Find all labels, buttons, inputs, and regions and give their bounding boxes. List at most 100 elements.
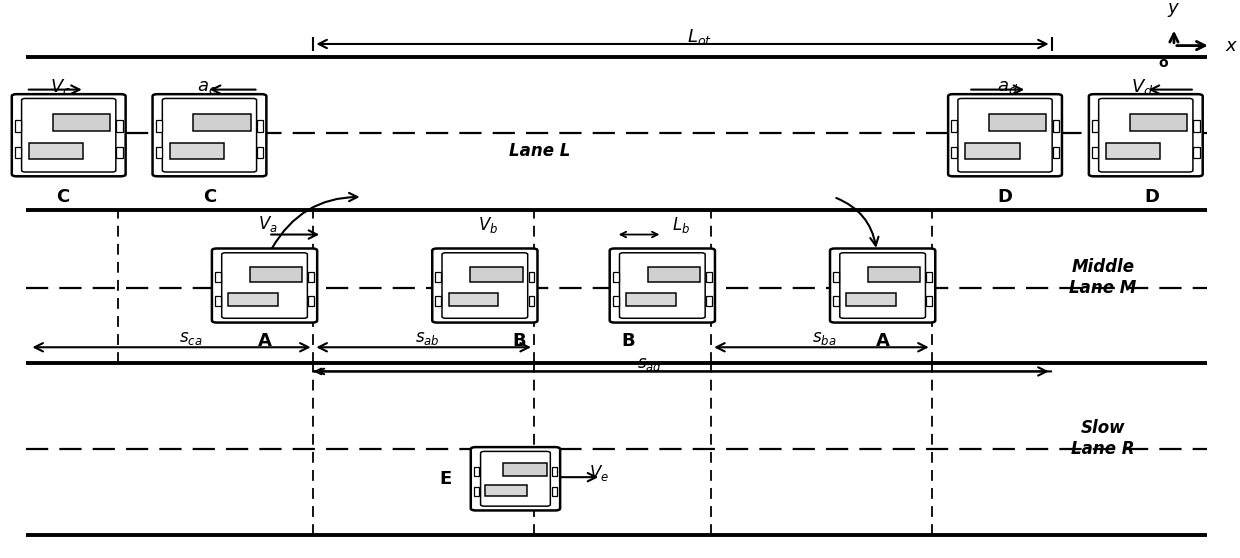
- Text: $V_{c}$: $V_{c}$: [50, 77, 71, 97]
- Bar: [1193, 147, 1199, 158]
- Bar: [215, 272, 221, 282]
- Bar: [215, 296, 221, 306]
- FancyBboxPatch shape: [12, 94, 125, 176]
- Bar: [552, 487, 557, 496]
- FancyBboxPatch shape: [610, 248, 715, 323]
- Bar: [528, 272, 534, 282]
- Bar: [117, 120, 123, 132]
- Bar: [966, 143, 1019, 158]
- Bar: [626, 292, 676, 306]
- FancyBboxPatch shape: [839, 253, 925, 318]
- Bar: [474, 487, 479, 496]
- Text: $x$: $x$: [1225, 37, 1239, 55]
- FancyBboxPatch shape: [433, 248, 537, 323]
- Text: A: A: [875, 332, 889, 350]
- Text: Lane M: Lane M: [1069, 279, 1137, 297]
- Bar: [249, 267, 303, 282]
- FancyBboxPatch shape: [481, 451, 551, 506]
- Bar: [503, 463, 547, 476]
- Bar: [155, 147, 161, 158]
- Text: o: o: [1158, 56, 1168, 70]
- Bar: [15, 147, 21, 158]
- FancyBboxPatch shape: [21, 98, 115, 172]
- FancyBboxPatch shape: [222, 253, 308, 318]
- Bar: [990, 114, 1047, 131]
- Text: Slow: Slow: [1081, 419, 1125, 437]
- Bar: [474, 467, 479, 476]
- Bar: [613, 296, 619, 306]
- Text: $y$: $y$: [1167, 1, 1180, 20]
- Text: Middle: Middle: [1071, 258, 1135, 276]
- Bar: [309, 272, 314, 282]
- Bar: [951, 120, 957, 132]
- Text: Lane L: Lane L: [510, 142, 570, 160]
- Bar: [1130, 114, 1187, 131]
- Bar: [613, 272, 619, 282]
- Text: $s_{ab}$: $s_{ab}$: [415, 329, 440, 347]
- Text: $a_{c}$: $a_{c}$: [197, 78, 217, 96]
- FancyBboxPatch shape: [830, 248, 935, 323]
- Text: B: B: [621, 332, 635, 350]
- Text: $s_{ba}$: $s_{ba}$: [812, 329, 836, 347]
- Text: $V_{b}$: $V_{b}$: [479, 215, 498, 235]
- Text: C: C: [203, 187, 216, 205]
- Bar: [951, 147, 957, 158]
- Text: $s_{ca}$: $s_{ca}$: [180, 329, 203, 347]
- FancyBboxPatch shape: [153, 94, 267, 176]
- Text: C: C: [56, 187, 69, 205]
- Bar: [1106, 143, 1161, 158]
- Bar: [193, 114, 250, 131]
- Bar: [1053, 147, 1059, 158]
- Bar: [552, 467, 557, 476]
- Bar: [1092, 120, 1099, 132]
- Bar: [155, 120, 161, 132]
- Text: $V_{a}$: $V_{a}$: [258, 214, 278, 234]
- Bar: [435, 272, 441, 282]
- Bar: [1193, 120, 1199, 132]
- Bar: [1092, 147, 1099, 158]
- FancyBboxPatch shape: [1099, 98, 1193, 172]
- Text: $V_{d}$: $V_{d}$: [1131, 77, 1153, 97]
- Text: Lane R: Lane R: [1071, 440, 1135, 458]
- Bar: [833, 296, 839, 306]
- Text: D: D: [997, 187, 1013, 205]
- Bar: [470, 267, 522, 282]
- Bar: [309, 296, 314, 306]
- Text: A: A: [258, 332, 272, 350]
- Bar: [117, 147, 123, 158]
- FancyBboxPatch shape: [471, 447, 560, 511]
- Bar: [868, 267, 920, 282]
- FancyBboxPatch shape: [441, 253, 528, 318]
- Text: E: E: [439, 470, 451, 488]
- Text: D: D: [1145, 187, 1159, 205]
- Bar: [706, 272, 712, 282]
- Text: $s_{ad}$: $s_{ad}$: [637, 355, 662, 373]
- Bar: [30, 143, 83, 158]
- Text: $L_{ot}$: $L_{ot}$: [687, 27, 712, 47]
- Bar: [833, 272, 839, 282]
- Bar: [15, 120, 21, 132]
- FancyBboxPatch shape: [959, 98, 1053, 172]
- Bar: [257, 147, 263, 158]
- Bar: [435, 296, 441, 306]
- Bar: [52, 114, 110, 131]
- Bar: [449, 292, 498, 306]
- Bar: [228, 292, 278, 306]
- Text: B: B: [512, 332, 526, 350]
- Bar: [1053, 120, 1059, 132]
- Text: $L_{b}$: $L_{b}$: [672, 215, 689, 235]
- FancyBboxPatch shape: [162, 98, 257, 172]
- Bar: [706, 296, 712, 306]
- FancyBboxPatch shape: [620, 253, 706, 318]
- Bar: [528, 296, 534, 306]
- Bar: [257, 120, 263, 132]
- FancyBboxPatch shape: [1089, 94, 1203, 176]
- Bar: [170, 143, 224, 158]
- Bar: [485, 485, 527, 497]
- Bar: [926, 296, 932, 306]
- Text: $V_{e}$: $V_{e}$: [589, 463, 609, 483]
- FancyBboxPatch shape: [949, 94, 1061, 176]
- Bar: [847, 292, 897, 306]
- Bar: [647, 267, 701, 282]
- Bar: [926, 272, 932, 282]
